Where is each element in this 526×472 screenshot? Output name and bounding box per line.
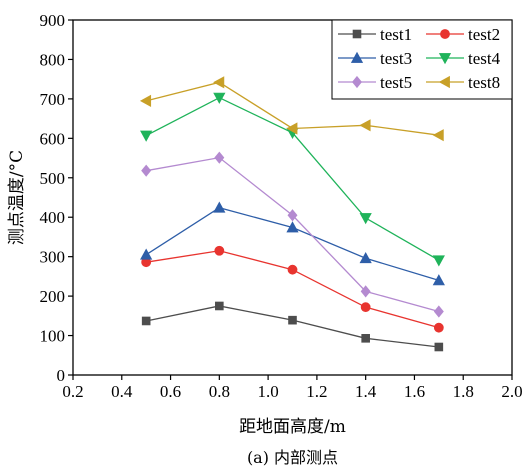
x-tick-label: 1.8: [453, 382, 474, 401]
data-point-test4: [432, 255, 445, 267]
legend-marker: [440, 29, 450, 39]
x-tick-label: 0.8: [209, 382, 230, 401]
legend-item-test2: test2: [426, 25, 500, 44]
legend-label: test8: [468, 73, 500, 92]
data-point-test1: [288, 315, 297, 325]
y-axis-label: 测点温度/°C: [7, 150, 27, 245]
data-point-test1: [434, 342, 444, 352]
data-point-test2: [287, 264, 298, 275]
legend-marker: [352, 29, 362, 39]
data-point-test5: [287, 209, 298, 222]
series-test1: [141, 301, 444, 352]
series-test8: [139, 76, 444, 142]
data-point-test5: [141, 164, 152, 177]
series-test3: [140, 201, 445, 286]
legend-marker: [438, 75, 450, 89]
x-tick-label: 0.2: [62, 382, 83, 401]
data-point-test3: [286, 221, 299, 233]
legend-box: [331, 19, 513, 100]
series-group: [139, 76, 445, 352]
x-tick-label: 0.6: [160, 382, 181, 401]
legend-item-test1: test1: [338, 25, 412, 44]
data-point-test8: [359, 119, 371, 132]
legend-marker: [438, 53, 452, 65]
x-tick-label: 1.4: [355, 382, 377, 401]
y-tick-label: 900: [40, 11, 66, 30]
data-point-test2: [433, 322, 444, 333]
y-tick-label: 0: [57, 366, 66, 385]
data-point-test8: [139, 94, 152, 107]
data-point-test5: [360, 285, 371, 298]
data-point-test8: [286, 122, 298, 135]
data-point-test3: [140, 248, 153, 260]
data-point-test1: [361, 334, 370, 343]
data-point-test3: [359, 252, 372, 264]
legend-label: test2: [468, 25, 500, 44]
legend-marker: [350, 51, 364, 63]
legend-label: test3: [380, 49, 412, 68]
x-tick-label: 1.6: [404, 382, 425, 401]
y-tick-label: 100: [40, 327, 66, 346]
data-point-test5: [433, 305, 444, 318]
data-point-test5: [214, 151, 225, 164]
legend-item-test3: test3: [338, 49, 412, 68]
series-test5: [141, 151, 444, 318]
legend-label: test5: [380, 73, 412, 92]
legend-label: test4: [468, 49, 501, 68]
y-tick-label: 500: [40, 169, 66, 188]
legend-item-test4: test4: [426, 49, 501, 68]
data-point-test4: [213, 92, 226, 104]
y-tick-label: 600: [40, 129, 66, 148]
figure-caption: (a) 内部测点: [247, 448, 338, 467]
series-line-test4: [145, 96, 440, 261]
data-point-test8: [213, 76, 225, 89]
data-point-test2: [360, 302, 371, 313]
data-point-test1: [141, 316, 151, 326]
data-point-test8: [432, 129, 444, 142]
y-tick-label: 800: [40, 50, 66, 69]
x-tick-label: 0.4: [111, 382, 133, 401]
legend-item-test8: test8: [426, 73, 500, 92]
data-point-test3: [213, 201, 226, 213]
y-axis-ticks: 0 100 200 300 400 500 600 700 800 900: [40, 11, 73, 385]
legend-marker: [352, 75, 362, 89]
data-point-test1: [215, 301, 224, 311]
x-tick-label: 2.0: [501, 382, 522, 401]
y-tick-label: 400: [40, 208, 66, 227]
x-axis-ticks: 0.2 0.4 0.6 0.8 1.0 1.2 1.4 1.6 1.8 2.0: [62, 375, 523, 401]
data-point-test3: [432, 274, 445, 286]
legend-label: test1: [380, 25, 412, 44]
y-tick-label: 200: [40, 287, 66, 306]
series-line-test1: [146, 305, 439, 348]
series-test2: [141, 245, 444, 333]
legend: test1 test2 test3 test4 test5 test8: [331, 19, 513, 100]
y-tick-label: 300: [40, 248, 66, 267]
data-point-test4: [359, 213, 372, 225]
legend-item-test5: test5: [338, 73, 412, 92]
plot-frame: [72, 19, 513, 376]
x-tick-label: 1.0: [257, 382, 278, 401]
x-axis-label: 距地面高度/m: [239, 417, 346, 437]
data-point-test4: [140, 130, 153, 142]
x-tick-label: 1.2: [306, 382, 327, 401]
data-point-test2: [214, 245, 225, 256]
series-test4: [140, 92, 445, 267]
y-tick-label: 700: [40, 90, 66, 109]
